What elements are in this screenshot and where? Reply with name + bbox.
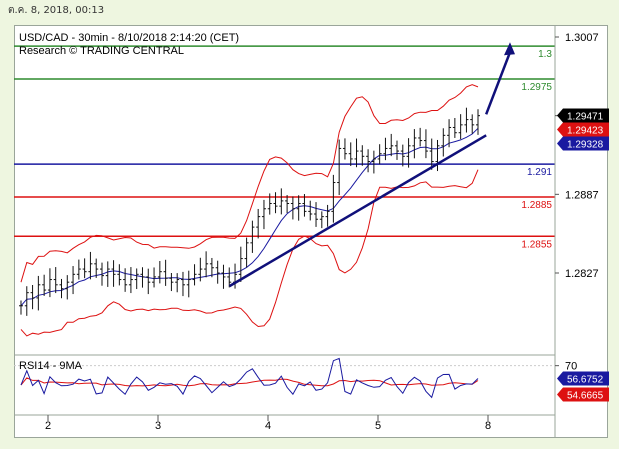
bollinger-lower [20,169,479,337]
rsi-ma-line [20,377,479,387]
y-tick-label-3: 1.2827 [565,268,599,280]
rsi-pane: 70 56.6752 54.6665 [14,357,609,402]
price-tag-label-2: 1.29328 [567,140,604,151]
time-axis: 2 3 4 5 8 [45,415,491,432]
level-label-0: 1.3 [538,49,552,60]
chart-frame [14,25,608,438]
rsi-tag-label-0: 56.6752 [567,375,604,386]
projection-arrow-head [504,42,515,56]
price-tag-bg-1 [557,122,609,137]
x-tick-label-0: 2 [45,420,51,432]
level-label-1: 1.2975 [521,82,552,93]
y-tick-label-0: 1.3007 [565,32,599,44]
y-tick-label-2: 1.2887 [565,189,599,201]
timestamp: ต.ค. 8, 2018, 00:13 [8,5,105,16]
price-tag-label-1: 1.29423 [567,126,604,137]
chart-title: USD/CAD - 30min - 8/10/2018 2:14:20 (CET… [19,32,239,44]
price-tag-bg-2 [557,136,609,151]
rsi-line [20,357,479,399]
x-tick-label-4: 8 [485,420,491,432]
price-levels: 1.3 1.2975 1.291 1.2885 1.2855 [14,45,555,250]
x-tick-label-1: 3 [155,420,161,432]
bollinger-bands [20,84,479,337]
rsi-tag-label-1: 54.6665 [567,390,604,401]
x-tick-label-3: 5 [375,420,381,432]
level-label-3: 1.2885 [521,200,552,211]
rsi-tag-bg-1 [557,387,609,402]
trendline [228,134,487,288]
moving-average [20,127,479,307]
price-tag-bg-0 [557,108,609,123]
bollinger-upper [20,84,479,283]
rsi-tag-bg-0 [557,371,609,386]
price-tags: 1.29471 1.29423 1.29328 [557,108,609,151]
x-tick-label-2: 4 [265,420,271,432]
trendline-group [228,42,515,288]
projection-arrow-shaft [484,51,512,115]
level-label-4: 1.2855 [521,239,552,250]
candlesticks [19,107,480,316]
chart-subtitle: Research © TRADING CENTRAL [19,45,184,57]
level-label-2: 1.291 [527,167,552,178]
rsi-tick-label: 70 [565,361,577,373]
price-tag-label-0: 1.29471 [567,112,604,123]
rsi-title: RSI14 - 9MA [19,360,83,372]
